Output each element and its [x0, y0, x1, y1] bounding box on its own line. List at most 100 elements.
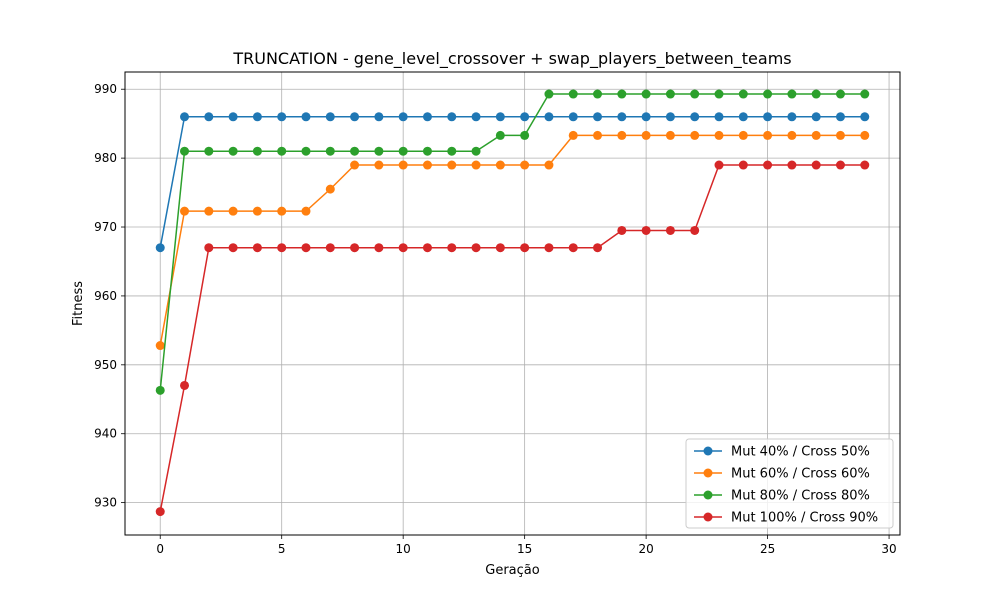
data-point [835, 160, 845, 170]
legend-item: Mut 80% / Cross 80% [694, 489, 870, 504]
data-point [665, 112, 675, 122]
y-axis-label: Fitness [71, 281, 86, 326]
data-point [277, 112, 287, 122]
data-point [228, 243, 238, 253]
data-point [252, 243, 262, 253]
data-point [738, 89, 748, 99]
data-point [374, 243, 384, 253]
data-point [641, 112, 651, 122]
data-point [495, 112, 505, 122]
data-point [641, 225, 651, 235]
data-point [860, 130, 870, 140]
data-point [520, 243, 530, 253]
data-point [422, 146, 432, 156]
data-point [301, 243, 311, 253]
x-tick-label: 25 [760, 542, 775, 556]
data-point [277, 243, 287, 253]
plot-frame [124, 71, 901, 536]
data-point [544, 160, 554, 170]
data-point [350, 160, 360, 170]
data-point [835, 112, 845, 122]
data-point [617, 89, 627, 99]
series-2 [155, 130, 870, 351]
data-point [495, 130, 505, 140]
data-point [471, 160, 481, 170]
data-point [350, 146, 360, 156]
y-tick-label: 950 [94, 358, 117, 372]
data-point [787, 89, 797, 99]
data-point [252, 206, 262, 216]
legend-marker [703, 468, 713, 478]
data-point [860, 112, 870, 122]
data-point [277, 146, 287, 156]
data-point [374, 146, 384, 156]
data-point [811, 89, 821, 99]
data-point [617, 112, 627, 122]
data-point [180, 380, 190, 390]
data-point [422, 243, 432, 253]
data-point [544, 112, 554, 122]
data-point [860, 89, 870, 99]
data-point [617, 225, 627, 235]
data-point [860, 160, 870, 170]
legend-label: Mut 80% / Cross 80% [731, 489, 870, 504]
legend-item: Mut 40% / Cross 50% [694, 445, 870, 460]
x-tick-label: 15 [517, 542, 532, 556]
data-point [738, 130, 748, 140]
data-point [398, 243, 408, 253]
series-4 [155, 160, 870, 517]
data-point [568, 130, 578, 140]
data-point [738, 112, 748, 122]
data-point [204, 243, 214, 253]
data-point [398, 112, 408, 122]
data-point [374, 160, 384, 170]
data-point [593, 89, 603, 99]
data-point [690, 89, 700, 99]
data-point [763, 130, 773, 140]
data-point [738, 160, 748, 170]
data-point [763, 160, 773, 170]
data-point [665, 89, 675, 99]
data-point [252, 112, 262, 122]
x-tick-label: 5 [278, 542, 286, 556]
series-3 [155, 89, 870, 395]
data-point [325, 243, 335, 253]
data-point [228, 112, 238, 122]
y-tick-label: 990 [94, 82, 117, 96]
data-point [471, 243, 481, 253]
data-point [471, 112, 481, 122]
data-point [835, 130, 845, 140]
data-point [544, 89, 554, 99]
data-point [787, 160, 797, 170]
data-point [593, 112, 603, 122]
data-point [690, 112, 700, 122]
data-point [180, 112, 190, 122]
data-point [714, 130, 724, 140]
data-point [714, 160, 724, 170]
legend-item: Mut 60% / Cross 60% [694, 467, 870, 482]
data-point [228, 146, 238, 156]
data-point [204, 112, 214, 122]
legend-box [685, 438, 894, 529]
data-point [301, 112, 311, 122]
data-point [447, 112, 457, 122]
data-point [422, 112, 432, 122]
data-point [787, 112, 797, 122]
y-tick-label: 970 [94, 220, 117, 234]
data-point [277, 206, 287, 216]
data-point [204, 146, 214, 156]
x-tick-label: 30 [881, 542, 896, 556]
data-point [180, 146, 190, 156]
data-point [568, 243, 578, 253]
data-point [593, 130, 603, 140]
data-point [180, 206, 190, 216]
legend-label: Mut 60% / Cross 60% [731, 467, 870, 482]
data-point [811, 130, 821, 140]
data-point [665, 225, 675, 235]
data-point [422, 160, 432, 170]
data-point [398, 160, 408, 170]
legend: Mut 40% / Cross 50% Mut 60% / Cross 60% Mu… [685, 438, 894, 529]
data-point [155, 507, 165, 517]
y-tick-label: 960 [94, 289, 117, 303]
data-point [204, 206, 214, 216]
